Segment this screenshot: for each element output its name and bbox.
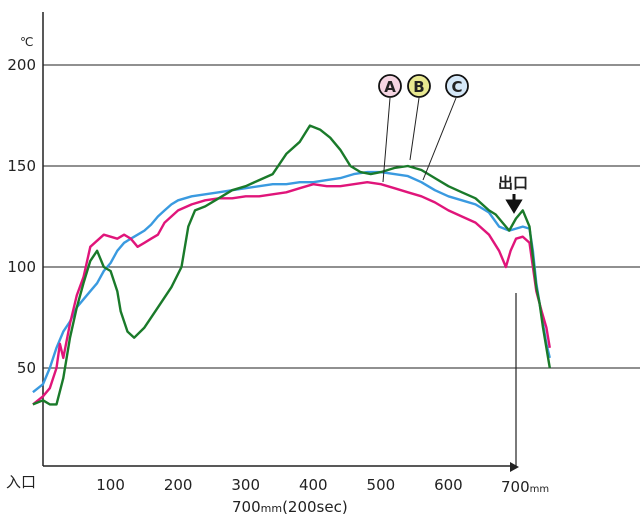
- x-tick-label-100: 100: [96, 476, 125, 494]
- series-c-badge: [445, 74, 469, 98]
- y-tick-label-50: 50: [17, 359, 36, 377]
- x-tick-label-500: 500: [367, 476, 396, 494]
- y-tick-label-150: 150: [7, 157, 36, 175]
- x-tick-label-600: 600: [434, 476, 463, 494]
- exit-label: 出口: [498, 174, 528, 192]
- callout-line-b: [409, 97, 420, 161]
- series-b-badge: [407, 74, 431, 98]
- y-tick-label-200: 200: [7, 56, 36, 74]
- series-callouts: A B C: [378, 74, 469, 183]
- axes: [42, 12, 516, 467]
- x-axis-caption: 700mm(200sec): [232, 498, 348, 516]
- callout-line-a: [382, 97, 391, 183]
- y-unit-label: ℃: [20, 35, 33, 49]
- x-axis-start-label: 入口: [6, 473, 36, 491]
- series-lines: [32, 124, 551, 406]
- series-a-badge: [378, 74, 402, 98]
- series-b-label: B: [413, 78, 424, 96]
- x-tick-label-200: 200: [164, 476, 193, 494]
- gridlines: [43, 64, 640, 369]
- series-a-label: A: [384, 78, 396, 96]
- exit-marker-arrow-icon: [510, 462, 519, 472]
- series-line-c: [32, 170, 551, 394]
- series-c-label: C: [451, 78, 462, 96]
- callout-line-c: [422, 97, 457, 181]
- x-tick-label-300: 300: [231, 476, 260, 494]
- exit-annotation: 出口: [498, 174, 528, 472]
- x-tick-label-400: 400: [299, 476, 328, 494]
- tick-labels: 50 100 150 200 100 200 300 400 500 600: [7, 56, 462, 494]
- series-line-a: [32, 181, 551, 406]
- y-tick-label-100: 100: [7, 258, 36, 276]
- exit-down-arrow-icon: [505, 194, 523, 214]
- series-line-b: [32, 124, 551, 406]
- x-axis-end-label: 700mm: [501, 478, 549, 496]
